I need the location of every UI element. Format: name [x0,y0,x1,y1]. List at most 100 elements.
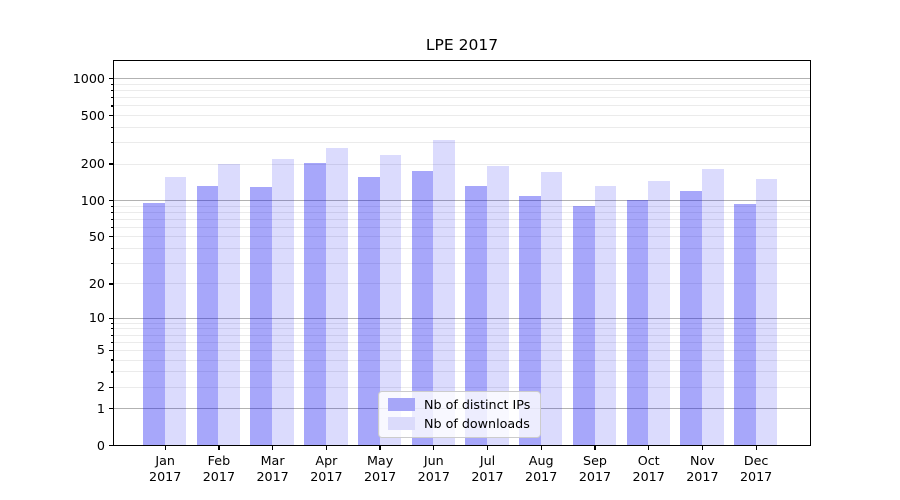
y-minor-tick [110,105,114,107]
y-tick-1 [108,408,114,410]
major-gridline [113,200,811,202]
x-tick-oct [648,445,650,450]
minor-gridline [113,371,811,373]
y-tick-label-1000: 1000 [72,70,105,86]
chart-title: LPE 2017 [425,36,499,54]
y-tick-label-500: 500 [80,107,105,123]
x-tick-label-dec: Dec 2017 [739,452,773,485]
y-minor-tick [110,262,114,264]
minor-gridline [113,218,811,220]
legend-label-distinct-ips: Nb of distinct IPs [424,397,531,412]
y-minor-tick [110,83,114,86]
x-tick-aug [540,445,542,450]
bar-distinct-ips-oct [626,199,649,446]
y-minor-tick [110,322,114,324]
minor-gridline [113,334,811,336]
bar-downloads-apr [325,148,348,446]
bar-downloads-oct [648,181,670,446]
minor-gridline [113,283,811,285]
legend-label-downloads: Nb of downloads [424,416,530,431]
minor-gridline [113,247,811,249]
y-tick-label-5: 5 [96,342,105,358]
x-tick-jul [486,445,489,450]
legend-patch-downloads-icon [388,417,415,430]
bar-downloads-nov [701,168,724,446]
minor-gridline [113,236,811,238]
y-minor-tick [110,247,114,250]
bar-distinct-ips-mar [250,187,273,446]
bar-distinct-ips-jan [143,202,165,446]
bar-downloads-mar [272,159,294,446]
y-tick-label-50: 50 [88,228,105,244]
y-tick-label-200: 200 [80,156,105,171]
x-tick-label-feb: Feb 2017 [202,452,236,485]
y-minor-tick [110,205,114,207]
y-minor-tick [110,334,114,336]
minor-gridline [113,322,811,324]
major-gridline [113,317,811,319]
y-tick-2 [108,386,114,388]
y-tick-label-2: 2 [96,379,105,395]
x-tick-label-sep: Sep 2017 [578,452,612,485]
legend: Nb of distinct IPs Nb of downloads [378,391,542,438]
y-tick-20 [108,283,114,285]
x-tick-mar [272,445,274,450]
legend-entry-distinct-ips: Nb of distinct IPs [388,397,530,412]
x-tick-label-mar: Mar 2017 [256,452,289,485]
x-tick-label-jan: Jan 2017 [149,452,182,485]
y-tick-10 [108,317,114,319]
minor-gridline [113,97,811,99]
minor-gridline [113,328,811,330]
bar-distinct-ips-aug [519,196,541,446]
plot-area [112,59,812,447]
x-tick-sep [594,445,596,450]
major-gridline [113,78,811,80]
bar-downloads-feb [218,164,241,446]
minor-gridline [113,163,811,165]
x-tick-jan [164,445,166,450]
y-tick-200 [108,163,114,165]
y-tick-50 [108,236,114,238]
bar-downloads-dec [755,179,778,446]
bar-distinct-ips-feb [196,186,219,446]
minor-gridline [113,126,811,128]
x-tick-label-jun: Jun 2017 [417,452,450,485]
x-tick-label-aug: Aug 2017 [525,452,558,485]
x-tick-feb [218,445,220,450]
minor-gridline [113,226,811,228]
bar-distinct-ips-dec [733,204,756,446]
bar-downloads-jul [487,166,509,446]
minor-gridline [113,205,811,207]
bar-downloads-jan [164,177,187,446]
x-tick-label-apr: Apr 2017 [310,452,343,485]
y-tick-5 [108,349,114,352]
minor-gridline [113,142,811,144]
minor-gridline [113,90,811,92]
plot-canvas [113,61,811,446]
y-tick-0 [108,444,114,447]
y-minor-tick [110,90,114,92]
x-tick-label-may: May 2017 [363,452,397,485]
y-minor-tick [110,218,114,220]
x-tick-dec [755,445,757,450]
minor-gridline [113,115,811,117]
y-minor-tick [110,359,114,361]
legend-patch-distinct-ips-icon [388,398,415,411]
y-tick-label-10: 10 [88,310,105,326]
bar-downloads-aug [540,171,563,446]
y-minor-tick [110,211,114,213]
y-tick-500 [108,114,114,117]
y-minor-tick [110,371,114,373]
y-tick-100 [108,199,114,202]
bar-distinct-ips-jul [465,186,488,446]
y-tick-label-100: 100 [80,192,105,208]
x-tick-label-jul: Jul 2017 [471,452,504,485]
y-minor-tick [110,328,114,330]
y-minor-tick [110,226,114,228]
legend-entry-downloads: Nb of downloads [388,416,530,431]
y-minor-tick [110,341,114,343]
bar-distinct-ips-apr [304,163,326,446]
y-minor-tick [110,142,114,144]
x-tick-nov [701,445,704,450]
